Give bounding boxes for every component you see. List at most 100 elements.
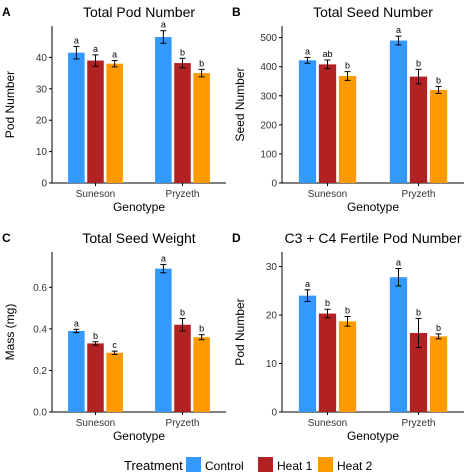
- x-axis-label: Genotype: [347, 429, 399, 443]
- x-tick-label: Suneson: [76, 189, 115, 200]
- bar-control: [68, 52, 85, 183]
- y-tick-label: 10: [36, 147, 48, 158]
- bar-heat-1: [318, 313, 337, 412]
- y-tick-label: 300: [260, 91, 277, 102]
- significance-letter: a: [396, 25, 401, 35]
- significance-letter: b: [436, 323, 441, 333]
- bar-heat-1: [318, 64, 337, 183]
- y-axis-label: Seed Number: [233, 67, 247, 141]
- y-tick-label: 10: [266, 359, 278, 370]
- y-tick-label: 30: [36, 84, 48, 95]
- chart-panel-a: A Total Pod Number 0 10 20 30 40 Pod Number Sune…: [2, 4, 226, 214]
- significance-letter: a: [112, 50, 117, 60]
- bar-heat-2: [429, 89, 448, 183]
- y-tick-label: 20: [36, 116, 48, 127]
- y-tick-label: 40: [36, 53, 48, 64]
- y-tick-label: 0.6: [33, 283, 47, 294]
- x-tick-label: Suneson: [76, 418, 115, 429]
- legend-title: Treatment: [124, 458, 183, 473]
- significance-letter: a: [161, 20, 166, 30]
- significance-letter: a: [74, 35, 79, 45]
- y-tick-label: 20: [266, 311, 278, 322]
- y-tick-label: 0: [271, 408, 277, 419]
- bar-control: [389, 40, 408, 184]
- bar-heat-2: [106, 63, 123, 183]
- legend-swatch-heat-2: [318, 457, 333, 472]
- chart-title: C3 + C4 Fertile Pod Number: [284, 230, 461, 246]
- bar-heat-2: [193, 337, 210, 412]
- panel-letter: D: [232, 231, 241, 245]
- x-axis-label: Genotype: [113, 429, 165, 443]
- x-tick-label: Suneson: [308, 189, 347, 200]
- significance-letter: b: [199, 324, 204, 334]
- significance-letter: b: [345, 61, 350, 71]
- legend-label-heat-1: Heat 1: [277, 459, 313, 473]
- significance-letter: b: [325, 298, 330, 308]
- legend-swatch-heat-1: [258, 457, 273, 472]
- bar-control: [389, 277, 408, 412]
- y-tick-label: 500: [260, 33, 277, 44]
- significance-letter: b: [199, 58, 204, 68]
- x-tick-label: Suneson: [308, 418, 347, 429]
- y-tick-label: 0: [41, 179, 47, 190]
- bar-control: [155, 268, 172, 412]
- significance-letter: a: [161, 253, 166, 263]
- bar-heat-1: [174, 63, 191, 183]
- x-axis-label: Genotype: [113, 200, 165, 214]
- x-tick-label: Pryzeth: [402, 189, 436, 200]
- legend: Treatment Control Heat 1 Heat 2: [124, 457, 373, 473]
- significance-letter: b: [436, 75, 441, 85]
- significance-letter: b: [416, 307, 421, 317]
- significance-letter: a: [93, 44, 98, 54]
- y-tick-label: 0.0: [33, 408, 47, 419]
- bar-control: [298, 60, 317, 184]
- y-tick-label: 30: [266, 262, 278, 273]
- bar-heat-1: [87, 60, 104, 183]
- bar-heat-1: [409, 76, 428, 183]
- chart-panel-c: C Total Seed Weight 0.0 0.2 0.4 0.6 Mass (mg) S…: [2, 230, 226, 443]
- panel-letter: B: [232, 5, 241, 19]
- x-tick-label: Pryzeth: [166, 418, 200, 429]
- y-tick-label: 100: [260, 149, 277, 160]
- significance-letter: b: [345, 305, 350, 315]
- y-tick-label: 0.2: [33, 366, 47, 377]
- chart-title: Total Seed Number: [313, 4, 433, 20]
- significance-letter: b: [93, 331, 98, 341]
- chart-title: Total Pod Number: [83, 4, 195, 20]
- y-tick-label: 200: [260, 120, 277, 131]
- x-tick-label: Pryzeth: [166, 189, 200, 200]
- y-axis-label: Pod Number: [233, 298, 247, 365]
- chart-panel-d: D C3 + C4 Fertile Pod Number 0 10 20 30 Pod Nu…: [232, 230, 464, 443]
- significance-letter: a: [74, 318, 79, 328]
- legend-swatch-control: [186, 457, 201, 472]
- significance-letter: ab: [322, 49, 332, 59]
- chart-panels: A Total Pod Number 0 10 20 30 40 Pod Number Sune…: [2, 4, 464, 443]
- x-tick-label: Pryzeth: [402, 418, 436, 429]
- y-tick-label: 0: [271, 179, 277, 190]
- y-axis-label: Mass (mg): [3, 304, 17, 361]
- bar-control: [155, 36, 172, 183]
- chart-panel-b: B Total Seed Number 0 100 200 300 400 500 Seed N…: [232, 4, 464, 214]
- bar-heat-2: [338, 76, 357, 183]
- significance-letter: b: [180, 307, 185, 317]
- significance-letter: a: [305, 46, 310, 56]
- significance-letter: a: [305, 279, 310, 289]
- significance-letter: b: [416, 58, 421, 68]
- legend-label-control: Control: [205, 459, 244, 473]
- significance-letter: c: [112, 340, 117, 350]
- bar-heat-2: [106, 352, 123, 412]
- significance-letter: a: [396, 257, 401, 267]
- y-tick-label: 400: [260, 62, 277, 73]
- y-axis-label: Pod Number: [3, 71, 17, 138]
- bar-heat-1: [174, 324, 191, 412]
- chart-title: Total Seed Weight: [82, 230, 195, 246]
- bar-heat-1: [87, 343, 104, 412]
- bar-heat-2: [429, 336, 448, 412]
- significance-letter: b: [180, 47, 185, 57]
- bar-heat-2: [193, 73, 210, 183]
- panel-letter: C: [2, 231, 11, 245]
- x-axis-label: Genotype: [347, 200, 399, 214]
- bar-heat-2: [338, 321, 357, 412]
- bar-heat-1: [409, 332, 428, 412]
